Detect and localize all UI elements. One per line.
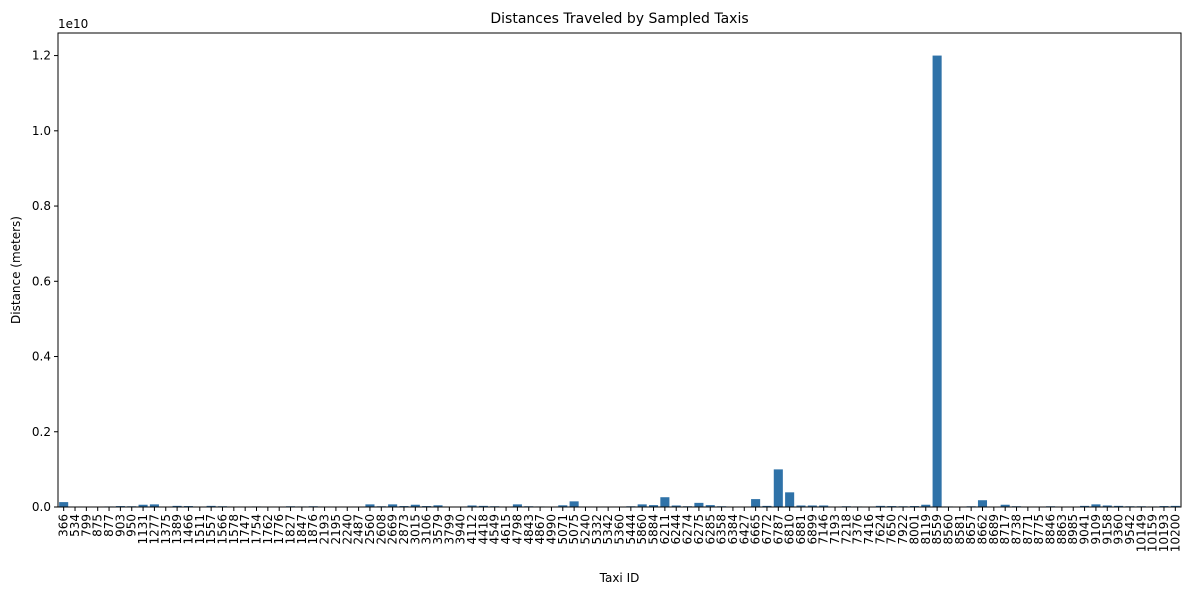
bar-6275 <box>694 503 703 507</box>
y-tick-label: 0.4 <box>32 350 51 364</box>
bar-6787 <box>774 469 783 507</box>
y-tick-label: 1.2 <box>32 49 51 63</box>
bar-5075 <box>570 501 579 507</box>
y-tick-label: 0.0 <box>32 500 51 514</box>
bar-8559 <box>933 56 942 507</box>
bar-6665 <box>751 499 760 507</box>
bar-6810 <box>785 492 794 507</box>
x-axis-label: Taxi ID <box>599 571 640 585</box>
bar-8662 <box>978 500 987 507</box>
y-tick-label: 0.6 <box>32 274 51 288</box>
y-tick-label: 0.8 <box>32 199 51 213</box>
bar-366 <box>59 502 68 507</box>
y-tick-label: 1.0 <box>32 124 51 138</box>
y-axis-label: Distance (meters) <box>9 216 23 324</box>
y-tick-label: 0.2 <box>32 425 51 439</box>
bar-6211 <box>660 497 669 507</box>
y-axis-offset-label: 1e10 <box>58 17 88 31</box>
chart-title: Distances Traveled by Sampled Taxis <box>490 11 748 27</box>
x-tick-label: 10200 <box>1168 514 1182 552</box>
